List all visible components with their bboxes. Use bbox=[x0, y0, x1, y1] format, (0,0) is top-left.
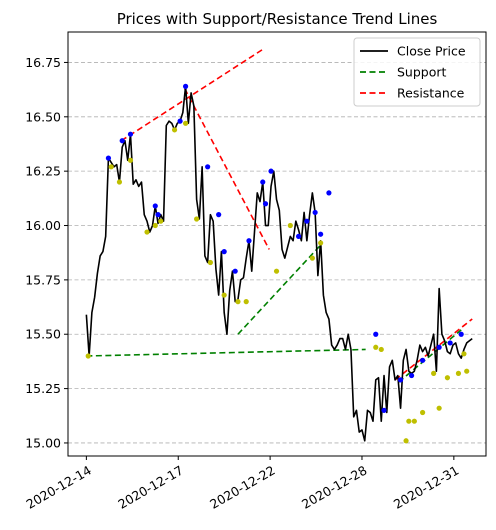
local-low-marker bbox=[235, 299, 241, 305]
local-low-marker bbox=[309, 255, 315, 261]
local-low-marker bbox=[243, 299, 249, 305]
local-low-marker bbox=[108, 164, 114, 170]
resistance-trend-line bbox=[394, 318, 473, 381]
legend-label: Resistance bbox=[397, 86, 465, 101]
local-high-marker bbox=[246, 238, 252, 244]
local-high-marker bbox=[304, 218, 310, 224]
local-high-marker bbox=[268, 168, 274, 174]
y-tick-label: 16.00 bbox=[25, 218, 61, 233]
local-high-marker bbox=[447, 340, 453, 346]
local-low-marker bbox=[431, 370, 437, 376]
y-tick-label: 16.75 bbox=[25, 55, 61, 70]
local-low-marker bbox=[461, 351, 467, 357]
extrema-markers bbox=[85, 83, 470, 444]
trend-lines bbox=[86, 48, 473, 383]
local-high-marker bbox=[420, 357, 426, 363]
support-trend-line bbox=[237, 244, 322, 335]
local-low-marker bbox=[436, 405, 442, 411]
local-high-marker bbox=[205, 164, 211, 170]
local-low-marker bbox=[318, 240, 324, 246]
local-high-marker bbox=[312, 209, 318, 216]
local-low-marker bbox=[127, 157, 134, 163]
x-tick-label: 2020-12-31 bbox=[391, 463, 461, 512]
local-high-marker bbox=[295, 233, 302, 239]
local-high-marker bbox=[262, 201, 269, 207]
local-high-marker bbox=[397, 377, 404, 383]
local-low-marker bbox=[144, 229, 150, 235]
local-low-marker bbox=[464, 368, 470, 374]
local-low-marker bbox=[207, 259, 213, 266]
local-low-marker bbox=[455, 370, 462, 376]
local-low-marker bbox=[444, 375, 451, 381]
legend-box bbox=[353, 37, 481, 107]
support-trend-line bbox=[398, 329, 462, 383]
local-low-marker bbox=[158, 218, 164, 224]
local-high-marker bbox=[381, 407, 387, 413]
local-low-marker bbox=[85, 353, 91, 359]
x-tick-label: 2020-12-22 bbox=[207, 463, 277, 512]
local-high-marker bbox=[373, 331, 379, 337]
legend: Close Price Support Resistance bbox=[353, 37, 481, 107]
plot-frame bbox=[67, 31, 487, 457]
x-tick-label: 2020-12-17 bbox=[115, 463, 185, 512]
local-low-marker bbox=[171, 127, 178, 133]
y-tick-label: 16.25 bbox=[25, 164, 61, 179]
local-low-marker bbox=[273, 268, 280, 274]
y-tick-label: 15.75 bbox=[25, 272, 61, 287]
local-low-marker bbox=[152, 222, 158, 229]
local-high-marker bbox=[436, 344, 442, 350]
local-low-marker bbox=[406, 418, 412, 424]
local-low-marker bbox=[411, 418, 417, 424]
local-high-marker bbox=[152, 203, 158, 209]
local-high-marker bbox=[318, 231, 324, 237]
legend-label: Close Price bbox=[397, 44, 466, 59]
local-high-marker bbox=[408, 372, 415, 379]
local-high-marker bbox=[260, 179, 266, 185]
local-high-marker bbox=[458, 331, 464, 337]
y-tick-label: 15.50 bbox=[25, 327, 61, 342]
local-low-marker bbox=[378, 346, 384, 353]
local-high-marker bbox=[177, 118, 183, 124]
local-high-marker bbox=[216, 212, 222, 218]
x-tick-label: 2020-12-28 bbox=[299, 463, 369, 512]
y-tick-label: 16.50 bbox=[25, 109, 61, 124]
grid-layer bbox=[68, 62, 486, 444]
local-high-marker bbox=[326, 190, 332, 196]
support-trend-line bbox=[86, 348, 366, 357]
local-low-marker bbox=[194, 216, 200, 222]
local-low-marker bbox=[182, 120, 189, 126]
x-tick-label: 2020-12-14 bbox=[23, 463, 93, 512]
y-tick-label: 15.00 bbox=[25, 435, 61, 450]
close-price-layer bbox=[85, 85, 473, 442]
local-low-marker bbox=[420, 409, 426, 416]
legend-label: Support bbox=[397, 65, 447, 80]
local-high-marker bbox=[232, 268, 238, 274]
close-price-line bbox=[85, 85, 473, 442]
local-low-marker bbox=[373, 344, 379, 350]
local-low-marker bbox=[221, 292, 227, 298]
local-low-marker bbox=[403, 438, 409, 444]
resistance-trend-line bbox=[183, 88, 270, 250]
y-tick-label: 15.25 bbox=[25, 381, 61, 396]
local-high-marker bbox=[221, 249, 227, 255]
local-high-marker bbox=[119, 138, 125, 144]
local-high-marker bbox=[155, 212, 161, 218]
chart-title: Prices with Support/Resistance Trend Lin… bbox=[117, 10, 438, 28]
local-high-marker bbox=[105, 155, 112, 161]
local-low-marker bbox=[116, 179, 123, 185]
local-high-marker bbox=[127, 131, 134, 137]
local-low-marker bbox=[287, 222, 293, 229]
local-high-marker bbox=[182, 83, 189, 89]
